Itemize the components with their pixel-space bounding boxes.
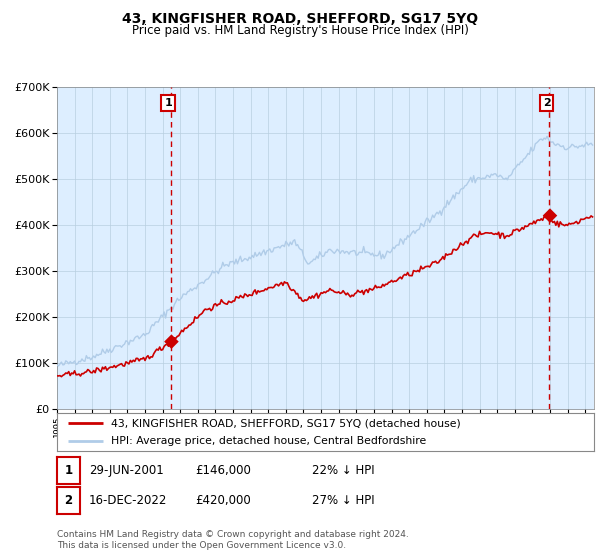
Point bbox=[167, 337, 176, 346]
Text: 1: 1 bbox=[64, 464, 73, 477]
Point bbox=[545, 211, 555, 220]
Text: 29-JUN-2001: 29-JUN-2001 bbox=[89, 464, 164, 477]
Text: £146,000: £146,000 bbox=[195, 464, 251, 477]
Text: 43, KINGFISHER ROAD, SHEFFORD, SG17 5YQ: 43, KINGFISHER ROAD, SHEFFORD, SG17 5YQ bbox=[122, 12, 478, 26]
Text: 2: 2 bbox=[543, 98, 551, 108]
Text: £420,000: £420,000 bbox=[195, 494, 251, 507]
Text: HPI: Average price, detached house, Central Bedfordshire: HPI: Average price, detached house, Cent… bbox=[111, 436, 426, 446]
Text: Price paid vs. HM Land Registry's House Price Index (HPI): Price paid vs. HM Land Registry's House … bbox=[131, 24, 469, 36]
Text: Contains HM Land Registry data © Crown copyright and database right 2024.: Contains HM Land Registry data © Crown c… bbox=[57, 530, 409, 539]
Text: This data is licensed under the Open Government Licence v3.0.: This data is licensed under the Open Gov… bbox=[57, 541, 346, 550]
Text: 27% ↓ HPI: 27% ↓ HPI bbox=[312, 494, 374, 507]
Text: 1: 1 bbox=[164, 98, 172, 108]
Text: 16-DEC-2022: 16-DEC-2022 bbox=[89, 494, 167, 507]
Text: 22% ↓ HPI: 22% ↓ HPI bbox=[312, 464, 374, 477]
Text: 43, KINGFISHER ROAD, SHEFFORD, SG17 5YQ (detached house): 43, KINGFISHER ROAD, SHEFFORD, SG17 5YQ … bbox=[111, 418, 460, 428]
Text: 2: 2 bbox=[64, 494, 73, 507]
